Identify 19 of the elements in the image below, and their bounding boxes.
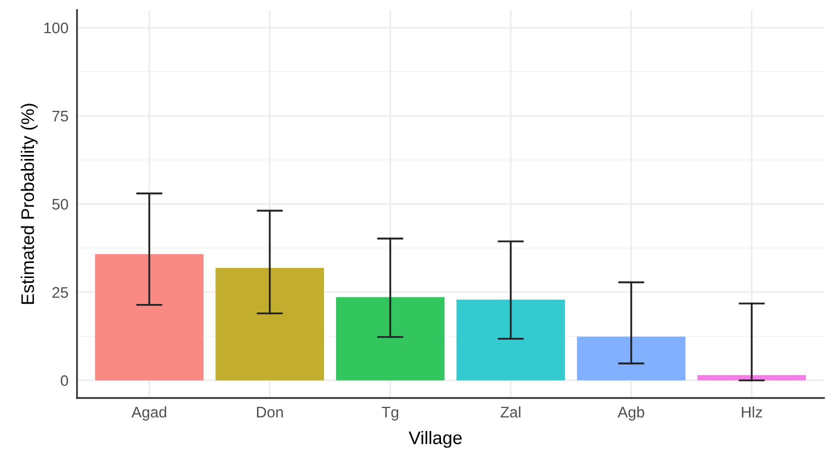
x-tick-label: Don (257, 406, 283, 418)
y-tick-label: 25 (52, 287, 68, 298)
bar (456, 300, 565, 380)
y-tick-label: 75 (52, 110, 68, 122)
x-tick-label: Zal (500, 406, 520, 418)
y-axis-title: Estimated Probability (%) (20, 104, 38, 304)
x-axis-title: Village (408, 430, 462, 448)
bar (336, 297, 444, 380)
y-tick-label: 0 (60, 375, 68, 386)
bar (95, 254, 204, 380)
bar (697, 375, 806, 380)
bar (216, 268, 324, 380)
y-tick-label: 100 (44, 22, 68, 34)
y-tick-label: 50 (52, 198, 68, 210)
x-tick-label: Agb (618, 406, 644, 421)
bar (577, 336, 686, 380)
x-tick-label: Hlz (742, 406, 762, 418)
x-tick-label: Agad (131, 406, 166, 421)
x-tick-label: Tg (382, 406, 398, 421)
